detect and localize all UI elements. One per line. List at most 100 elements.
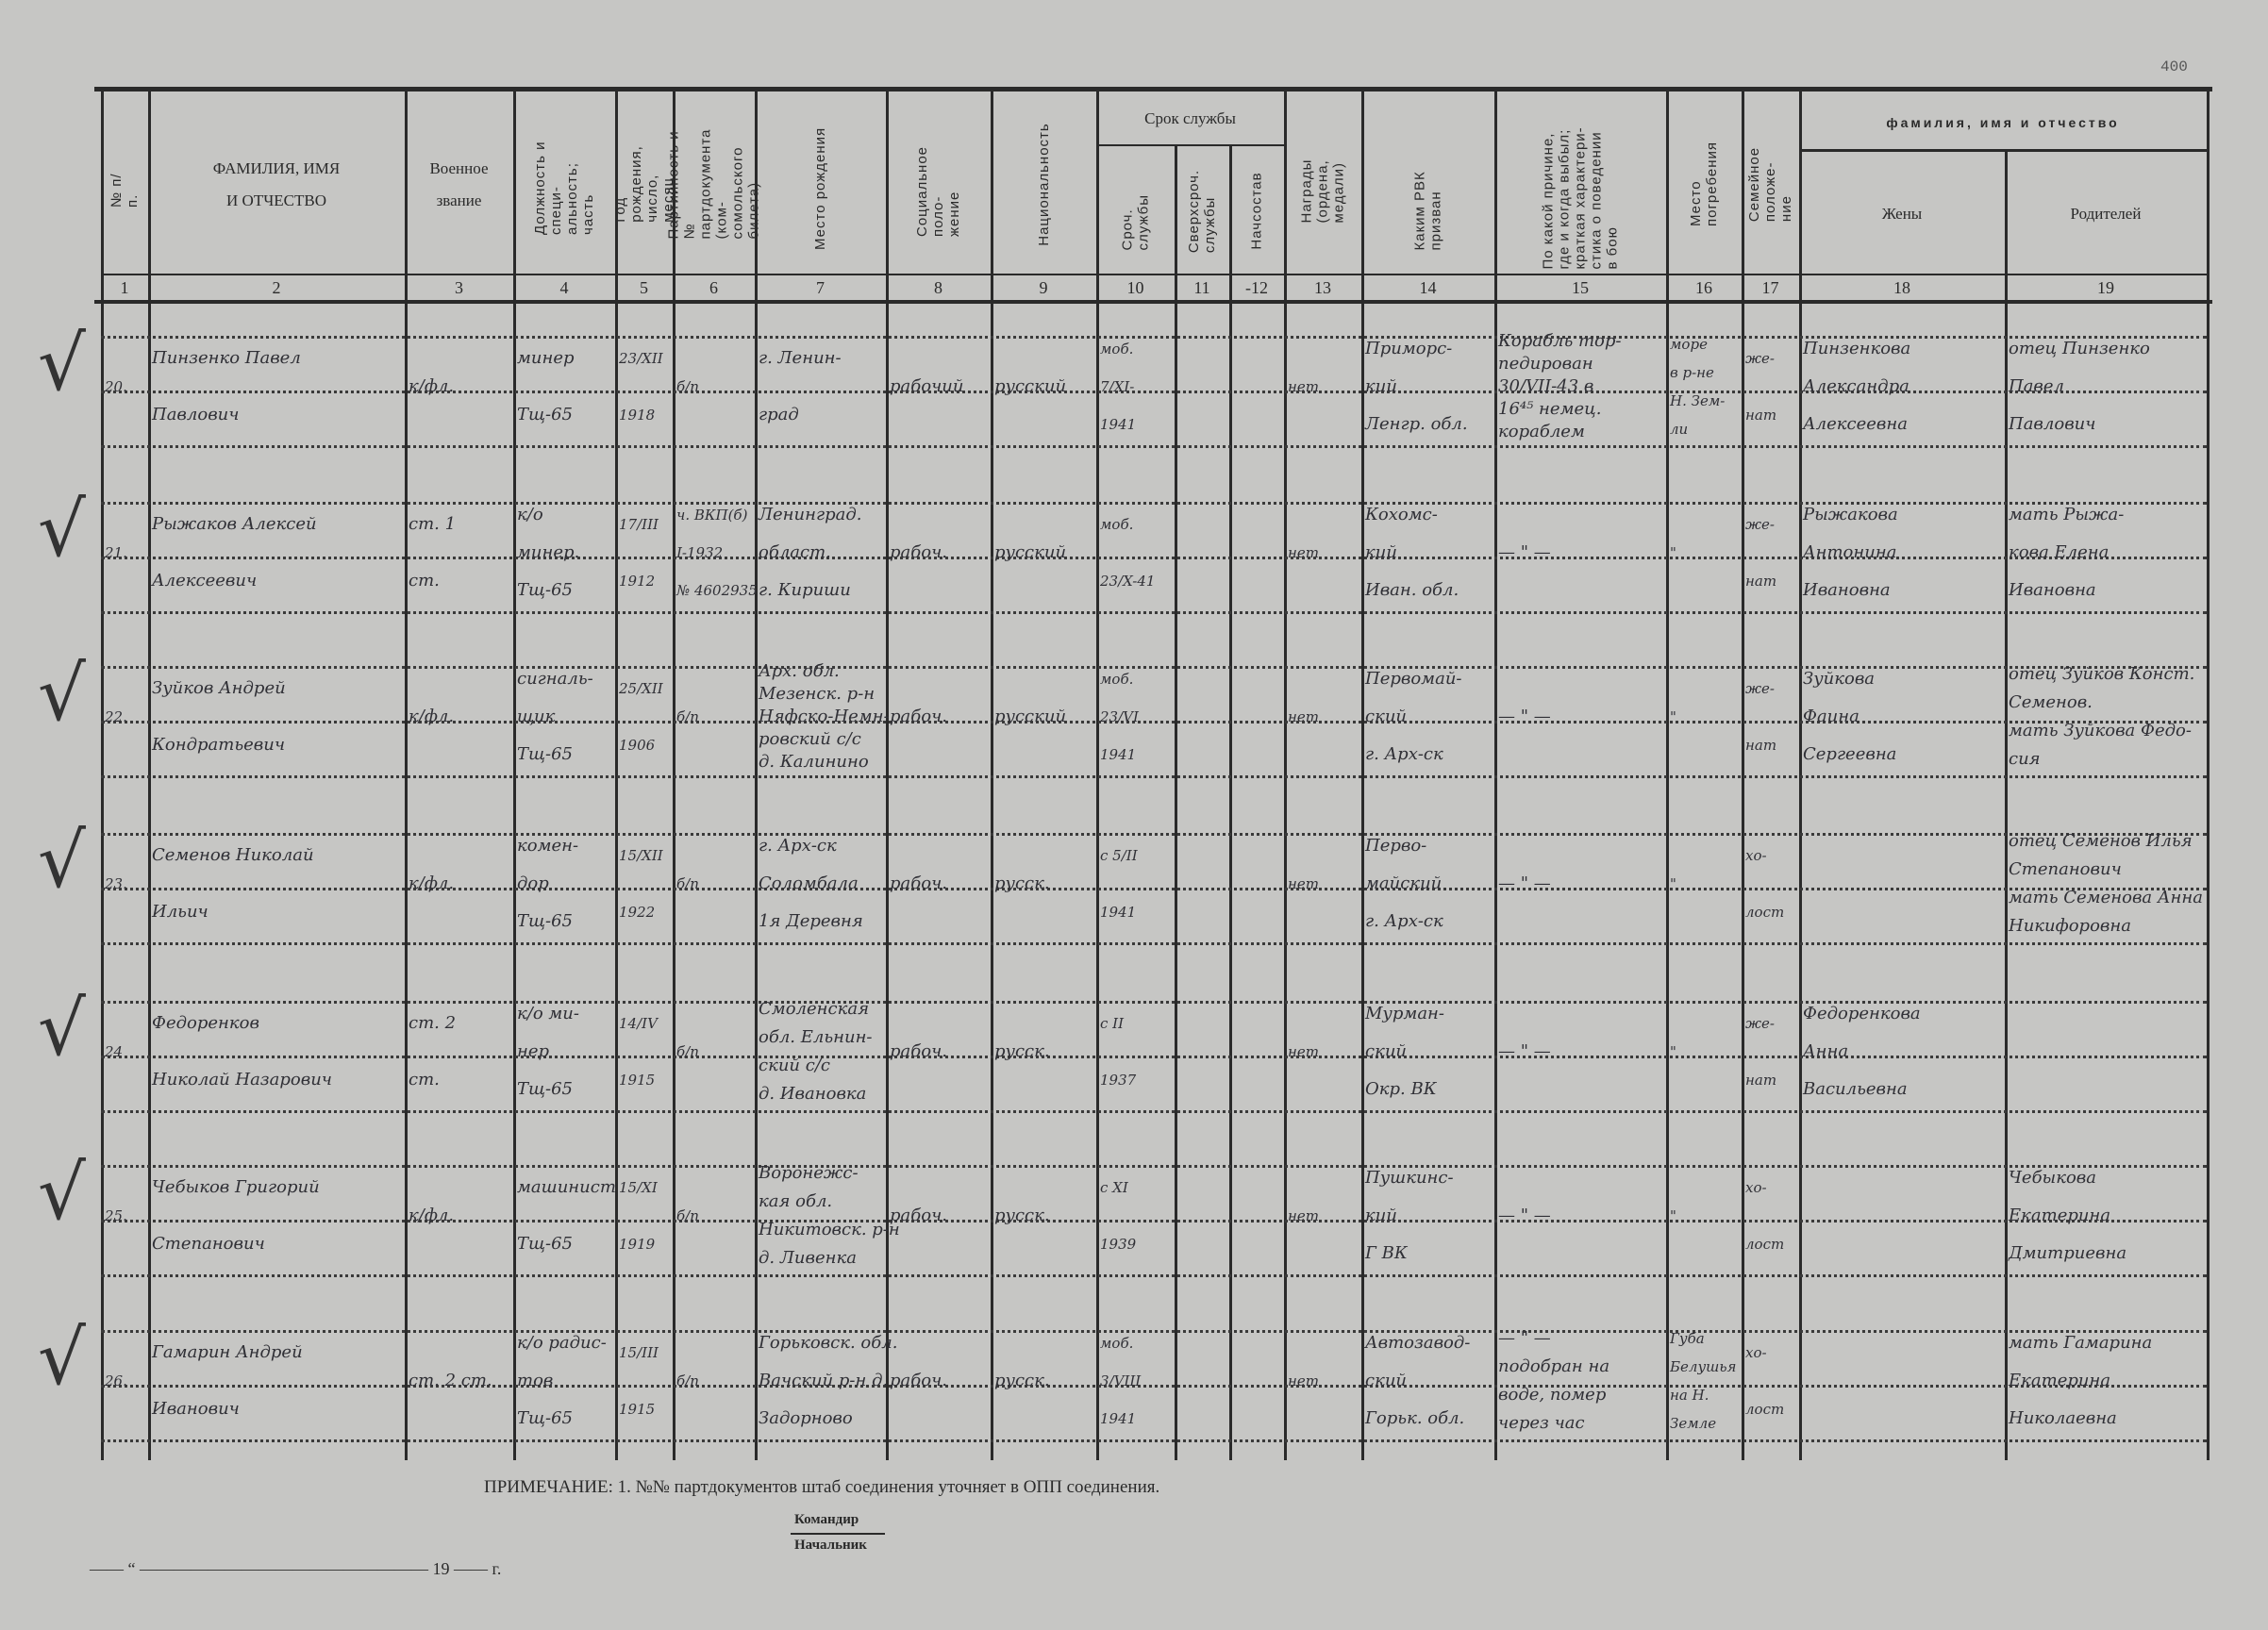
cell-text: Тщ-65: [517, 1234, 574, 1254]
cell-col-18: Зуйкова Фаина Сергеевна: [1799, 660, 2005, 773]
cell-text: Федоренков: [152, 1013, 259, 1033]
cell-text: нет: [1288, 708, 1319, 725]
cell-text: море: [1670, 336, 1708, 353]
cell-col-3: ст. 1 ст.: [405, 496, 513, 609]
header-col-3: Военное звание: [405, 94, 513, 274]
check-mark-icon: √: [38, 486, 86, 574]
cell-text: русский: [994, 376, 1067, 396]
cell-text: Николай Назарович: [152, 1070, 332, 1089]
cell-col-10: моб. 23/VI 1941: [1096, 660, 1175, 773]
cell-col-4: комен-дор Тщ-65: [513, 827, 615, 940]
cell-text: ч. ВКП(б): [676, 507, 748, 524]
cell-col-13: нет: [1284, 1159, 1361, 1272]
cell-col-1: 26.: [101, 1324, 148, 1438]
header-group-service: Срок службы: [1144, 108, 1236, 127]
cell-text: 15/III: [619, 1344, 659, 1361]
header-label: Военное звание: [429, 158, 489, 209]
cell-text: минер.: [517, 542, 580, 562]
cell-text: Горьковск. обл.: [759, 1333, 898, 1353]
cell-col-18: [1799, 1324, 2005, 1438]
cell-text: Арх. обл.: [759, 661, 840, 681]
cell-col-8: рабоч.: [886, 827, 991, 940]
cell-col-9: русск.: [991, 827, 1096, 940]
cell-col-4: минер Тщ-65: [513, 330, 615, 443]
cell-text: 14/IV: [619, 1015, 658, 1032]
cell-col-14: Автозавод-ский Горьк. обл.: [1361, 1324, 1494, 1438]
row-rule: [101, 502, 2207, 505]
cell-text: Приморс-: [1365, 339, 1453, 358]
cell-col-12: [1229, 995, 1284, 1108]
cell-text: сия: [2009, 749, 2041, 769]
cell-text: 1941: [1100, 416, 1137, 433]
cell-col-1: 23.: [101, 827, 148, 940]
cell-text: Зуйков Андрей: [152, 678, 286, 698]
cell-col-12: [1229, 1324, 1284, 1438]
cell-col-5: 15/XII 1922: [615, 827, 673, 940]
cell-text: моб.: [1100, 516, 1134, 533]
cell-text: Сергеевна: [1803, 744, 1897, 764]
row-rule: [101, 775, 2207, 778]
cell-col-12: [1229, 330, 1284, 443]
cell-text: рабоч.: [890, 707, 947, 726]
header-col-number: 13: [1314, 277, 1331, 297]
cell-col-7: Ленинград. област. г. Кириши: [755, 496, 886, 609]
cell-text: д. Калинино: [759, 752, 869, 772]
header-label: Национальность: [1035, 122, 1052, 246]
cell-col-6: б/п: [673, 660, 755, 773]
cell-text: 26.: [105, 1372, 127, 1389]
cell-col-16: ": [1666, 827, 1742, 940]
cell-col-15: Корабль тор-педирован 30/VII-43 в 16⁴⁵ нем…: [1494, 330, 1666, 443]
cell-text: Земле: [1670, 1415, 1717, 1432]
cell-text: 17/III: [619, 516, 659, 533]
cell-text: Пинзенко Павел: [152, 348, 301, 368]
cell-text: Перво-: [1365, 836, 1427, 856]
cell-text: Ивановна: [2009, 580, 2096, 600]
cell-col-15: — " —: [1494, 995, 1666, 1108]
cell-col-13: нет: [1284, 496, 1361, 609]
cell-col-8: рабоч.: [886, 660, 991, 773]
row-rule: [101, 611, 2207, 614]
row-rule: [101, 1110, 2207, 1113]
cell-text: Степанович: [152, 1234, 265, 1254]
cell-col-9: русск.: [991, 1324, 1096, 1438]
row-rule: [101, 1274, 2207, 1277]
header-col-11: Сверхсроч. службы: [1175, 148, 1229, 274]
header-col-number: 6: [709, 277, 718, 297]
row-rule: [101, 1439, 2207, 1442]
cell-col-6: б/п: [673, 995, 755, 1108]
cell-col-15: — " —: [1494, 827, 1666, 940]
cell-text: г. Арх-ск: [759, 836, 837, 856]
cell-text: рабоч.: [890, 1371, 947, 1390]
cell-col-3: к/фл.: [405, 827, 513, 940]
header-col-17: Семейное положе- ние: [1742, 94, 1799, 274]
cell-text: ский: [1365, 707, 1408, 726]
cell-text: Дмитриевна: [2009, 1243, 2127, 1263]
cell-col-3: к/фл.: [405, 660, 513, 773]
header-label: По какой причине, где и когда выбыл; кра…: [1540, 125, 1621, 269]
header-col-7: Место рождения: [755, 94, 886, 274]
cell-col-16: ": [1666, 995, 1742, 1108]
cell-col-6: б/п: [673, 1324, 755, 1438]
header-label: Жены: [1881, 204, 1923, 223]
header-group-names: фамилия, имя и отчество: [1886, 114, 2120, 130]
cell-text: Иван. обл.: [1365, 580, 1459, 600]
header-bottom-rule: [101, 274, 2207, 275]
row-rule: [101, 1330, 2207, 1333]
cell-col-6: б/п: [673, 1159, 755, 1272]
cell-col-14: Первомай-ский г. Арх-ск: [1361, 660, 1494, 773]
cell-col-19: отец Зуйков Конст. Семенов. мать Зуйкова Ф…: [2005, 660, 2207, 773]
header-label: Место рождения: [812, 126, 828, 250]
header-col-number: 18: [1893, 277, 1910, 297]
cell-col-19: [2005, 995, 2207, 1108]
cell-text: щик: [517, 707, 556, 726]
cell-text: к/фл.: [409, 707, 455, 726]
cell-text: 1912: [619, 573, 656, 590]
cell-text: хо-: [1745, 847, 1767, 864]
cell-text: Иванович: [152, 1399, 240, 1419]
row-rule: [101, 833, 2207, 836]
cell-text: ст.: [409, 1070, 440, 1089]
cell-text: Чебыкова: [2009, 1168, 2097, 1188]
cell-col-8: рабоч.: [886, 1324, 991, 1438]
cell-text: Павел: [2009, 376, 2065, 396]
cell-col-19: мать Гамарина Екатерина Николаевна: [2005, 1324, 2207, 1438]
